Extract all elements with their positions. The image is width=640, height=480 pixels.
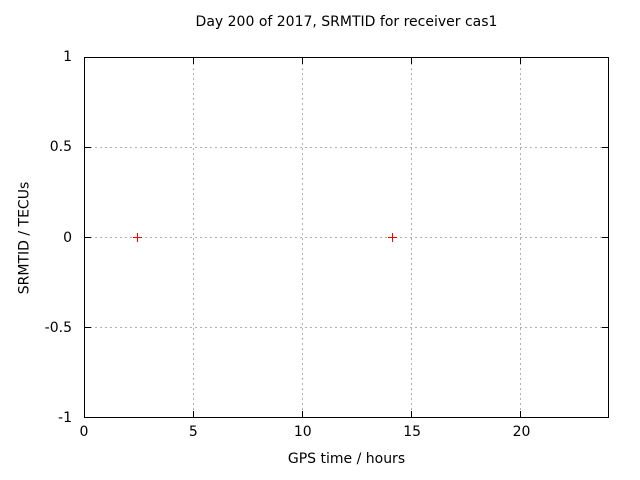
y-tick-label: 0 <box>63 229 72 246</box>
horizontal-gridline <box>85 326 608 328</box>
y-tick-mark-left <box>85 326 91 328</box>
x-tick-mark-bottom <box>302 411 304 417</box>
plot-area <box>84 57 609 418</box>
x-tick-label: 15 <box>403 424 422 440</box>
y-tick-label: 0.5 <box>49 139 72 156</box>
x-tick-mark-top <box>411 58 413 64</box>
x-tick-mark-bottom <box>193 411 195 417</box>
x-axis-label: GPS time / hours <box>287 451 406 467</box>
horizontal-gridline <box>85 237 608 238</box>
y-tick-mark-left <box>85 237 91 238</box>
x-tick-label: 5 <box>188 424 198 440</box>
y-tick-label: -0.5 <box>44 319 72 336</box>
x-tick-label: 10 <box>293 424 312 440</box>
y-tick-mark-right <box>602 147 608 149</box>
chart-title: Day 200 of 2017, SRMTID for receiver cas… <box>195 14 498 30</box>
horizontal-gridline <box>85 147 608 149</box>
x-tick-labels: 0 5 10 15 20 <box>80 424 609 442</box>
x-tick-label: 0 <box>79 424 89 440</box>
x-tick-label: 20 <box>512 424 531 440</box>
y-tick-label: 1 <box>63 49 72 65</box>
x-tick-mark-top <box>193 58 195 64</box>
y-tick-mark-right <box>602 237 608 238</box>
data-point-marker <box>387 233 397 242</box>
y-tick-label: -1 <box>58 410 72 426</box>
y-tick-labels: 1 0.5 0 -0.5 -1 <box>0 49 72 426</box>
data-point-marker <box>132 233 142 242</box>
y-tick-mark-left <box>85 147 91 149</box>
y-tick-mark-right <box>602 326 608 328</box>
x-tick-mark-top <box>520 58 522 64</box>
x-tick-mark-top <box>302 58 304 64</box>
x-tick-mark-bottom <box>411 411 413 417</box>
x-tick-mark-bottom <box>520 411 522 417</box>
